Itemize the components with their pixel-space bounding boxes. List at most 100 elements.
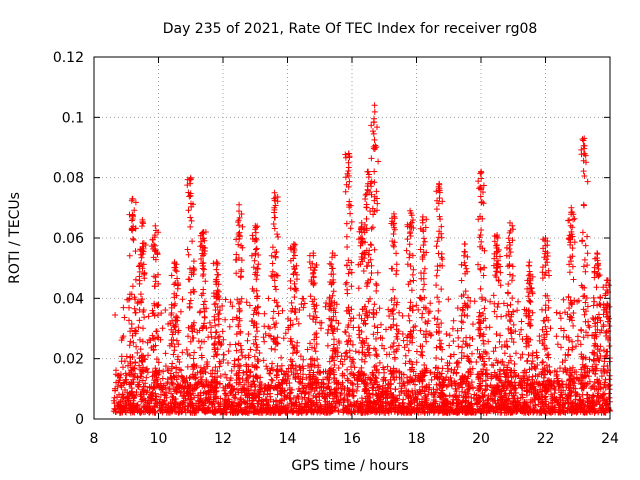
data-point — [437, 406, 444, 413]
data-point — [507, 301, 514, 308]
data-point — [509, 272, 516, 279]
data-point — [557, 315, 564, 322]
data-point — [370, 211, 377, 218]
data-point — [138, 398, 145, 405]
data-point — [215, 399, 221, 406]
data-point — [355, 324, 362, 331]
data-point — [131, 305, 138, 312]
data-point — [179, 400, 186, 407]
data-point — [461, 241, 468, 247]
data-point — [507, 353, 513, 360]
data-point — [390, 286, 396, 293]
data-point — [375, 401, 382, 408]
data-point — [396, 392, 403, 399]
data-point — [570, 400, 577, 406]
data-point — [328, 386, 335, 393]
data-point — [447, 374, 454, 381]
data-point — [369, 391, 376, 397]
data-point — [481, 362, 488, 369]
data-point — [122, 387, 128, 393]
data-point — [126, 317, 132, 324]
data-point — [393, 250, 400, 257]
data-point — [515, 399, 522, 406]
data-point — [601, 407, 607, 414]
data-point — [572, 404, 579, 411]
data-point — [384, 363, 391, 370]
data-point — [227, 341, 233, 348]
data-point — [527, 396, 534, 403]
data-point — [365, 409, 372, 416]
data-point — [133, 389, 140, 396]
data-point — [465, 402, 472, 409]
data-point — [222, 390, 229, 397]
data-point — [440, 404, 447, 411]
data-point — [532, 402, 539, 409]
data-point — [282, 393, 289, 400]
data-point — [525, 272, 532, 279]
data-point — [324, 342, 331, 349]
data-point — [159, 325, 166, 332]
data-point — [201, 314, 208, 321]
data-point — [263, 396, 269, 403]
data-point — [175, 372, 182, 379]
data-point — [255, 389, 262, 395]
data-point — [141, 314, 148, 321]
data-point — [557, 391, 564, 398]
data-point — [208, 324, 215, 331]
data-point — [331, 341, 337, 348]
data-point — [237, 362, 244, 369]
data-point — [369, 224, 376, 231]
data-point — [545, 351, 552, 358]
data-point — [171, 281, 178, 288]
data-point — [144, 365, 150, 372]
data-point — [184, 246, 191, 253]
data-point — [581, 311, 588, 318]
data-point — [252, 229, 259, 236]
data-point — [257, 406, 264, 413]
data-point — [327, 408, 334, 415]
data-point — [282, 404, 289, 411]
data-point — [258, 398, 265, 405]
data-point — [221, 399, 228, 405]
data-point — [271, 189, 278, 196]
data-point — [468, 408, 475, 415]
data-point — [585, 373, 592, 380]
data-point — [410, 277, 417, 284]
data-point — [138, 254, 145, 261]
data-point — [365, 168, 372, 175]
data-point — [519, 336, 526, 343]
data-point — [475, 394, 482, 400]
data-point — [275, 234, 281, 240]
data-point — [239, 352, 246, 359]
data-point — [157, 407, 164, 414]
data-point — [497, 396, 504, 403]
data-point — [582, 268, 589, 275]
data-point — [270, 221, 277, 227]
data-point — [265, 404, 272, 411]
data-point — [404, 392, 411, 399]
data-point — [313, 394, 320, 401]
data-point — [112, 409, 119, 415]
data-point — [233, 347, 240, 354]
data-point — [554, 341, 561, 348]
data-point — [237, 330, 244, 336]
data-point — [162, 363, 169, 370]
data-point — [558, 344, 564, 351]
data-point — [274, 403, 281, 409]
data-point — [225, 348, 232, 355]
data-point — [551, 394, 558, 401]
data-point — [580, 398, 587, 405]
data-point — [255, 397, 262, 404]
data-point — [427, 369, 434, 376]
data-point — [533, 392, 540, 399]
data-point — [246, 302, 253, 309]
data-point — [187, 223, 194, 230]
data-point — [344, 262, 350, 269]
data-point — [213, 259, 220, 266]
data-point — [421, 238, 428, 245]
data-point — [132, 309, 139, 316]
data-point — [346, 154, 353, 161]
data-point — [570, 276, 577, 283]
data-point — [136, 280, 143, 287]
